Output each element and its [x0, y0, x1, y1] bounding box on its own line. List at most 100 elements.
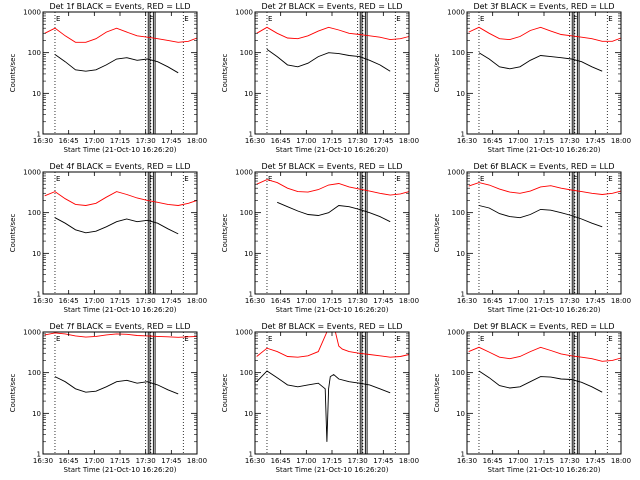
series-red-line — [44, 27, 198, 43]
y-tick-label: 1 — [37, 451, 41, 459]
x-tick-label: 17:45 — [373, 137, 393, 145]
series-red-line — [468, 26, 622, 42]
y-tick-label: 1 — [461, 451, 465, 459]
plot-frame — [254, 331, 410, 455]
x-tick-label: 17:15 — [110, 457, 130, 465]
x-tick-label: 17:30 — [560, 457, 580, 465]
plot-frame — [466, 171, 622, 295]
chart-title: Det 3f BLACK = Events, RED = LLD — [473, 2, 614, 11]
chart-title: Det 2f BLACK = Events, RED = LLD — [261, 2, 402, 11]
x-tick-label: 18:00 — [187, 297, 207, 305]
y-axis-label: Counts/sec — [221, 214, 229, 253]
x-tick-label: 18:00 — [399, 457, 419, 465]
x-tick-label: 17:00 — [84, 137, 104, 145]
series-black-line — [478, 205, 603, 228]
x-tick-label: 17:30 — [560, 297, 580, 305]
x-tick-label: 17:45 — [161, 137, 181, 145]
x-axis-label: Start Time (21-Oct-10 16:26:20) — [488, 146, 601, 154]
y-axis-label: Counts/sec — [9, 214, 17, 253]
y-tick-label: 1000 — [23, 9, 41, 17]
x-tick-label: 17:15 — [534, 297, 554, 305]
series-black-line — [478, 52, 603, 72]
flag-label: F — [573, 335, 577, 343]
y-tick-label: 1 — [37, 291, 41, 299]
flag-label: E — [480, 175, 484, 183]
x-tick-label: 17:00 — [296, 297, 316, 305]
x-axis-label: Start Time (21-Oct-10 16:26:20) — [276, 466, 389, 474]
x-tick-label: 16:30 — [245, 297, 265, 305]
y-tick-label: 100 — [452, 49, 465, 57]
x-tick-label: 18:00 — [187, 457, 207, 465]
y-tick-label: 10 — [32, 250, 41, 258]
x-tick-label: 17:15 — [322, 297, 342, 305]
x-tick-label: 17:30 — [348, 137, 368, 145]
y-tick-label: 10 — [456, 410, 465, 418]
x-axis-label: Start Time (21-Oct-10 16:26:20) — [276, 146, 389, 154]
y-tick-label: 100 — [240, 49, 253, 57]
y-tick-label: 100 — [452, 369, 465, 377]
flag-label: E — [184, 15, 188, 23]
y-axis-label: Counts/sec — [433, 374, 441, 413]
flag-label: F — [573, 175, 577, 183]
x-tick-label: 17:00 — [508, 137, 528, 145]
y-tick-label: 1 — [249, 131, 253, 139]
x-tick-label: 17:30 — [136, 297, 156, 305]
x-axis-label: Start Time (21-Oct-10 16:26:20) — [64, 466, 177, 474]
x-tick-label: 17:15 — [534, 457, 554, 465]
x-axis-label: Start Time (21-Oct-10 16:26:20) — [488, 466, 601, 474]
flag-label: E — [480, 335, 484, 343]
x-tick-label: 16:45 — [271, 297, 291, 305]
chart-title: Det 7f BLACK = Events, RED = LLD — [49, 322, 190, 331]
flag-label: F — [361, 335, 365, 343]
y-tick-label: 100 — [452, 209, 465, 217]
flag-label: E — [56, 335, 60, 343]
x-tick-label: 17:00 — [508, 457, 528, 465]
x-tick-label: 16:30 — [457, 297, 477, 305]
y-tick-label: 10 — [244, 250, 253, 258]
flag-label: F — [361, 175, 365, 183]
flag-label: E — [608, 15, 612, 23]
flag-label: E — [184, 175, 188, 183]
x-tick-label: 16:45 — [59, 297, 79, 305]
x-tick-label: 16:45 — [271, 457, 291, 465]
y-tick-label: 10 — [456, 250, 465, 258]
x-tick-label: 16:30 — [33, 297, 53, 305]
plot-frame — [42, 171, 198, 295]
chart-panel-8: Det 8f BLACK = Events, RED = LLD E F E 16:30… — [221, 322, 419, 474]
x-tick-label: 17:45 — [373, 297, 393, 305]
x-tick-label: 16:30 — [457, 457, 477, 465]
x-tick-label: 16:45 — [483, 457, 503, 465]
y-tick-label: 1000 — [447, 9, 465, 17]
series-red-line — [44, 332, 198, 338]
chart-panel-9: Det 9f BLACK = Events, RED = LLD E F E 16:30… — [433, 322, 631, 474]
flag-label: E — [56, 15, 60, 23]
series-black-line — [277, 201, 391, 223]
chart-title: Det 6f BLACK = Events, RED = LLD — [473, 162, 614, 171]
y-axis-label: Counts/sec — [221, 54, 229, 93]
y-axis-label: Counts/sec — [433, 214, 441, 253]
y-tick-label: 1 — [461, 131, 465, 139]
series-red-line — [44, 191, 198, 206]
flag-label: E — [268, 175, 272, 183]
chart-title: Det 5f BLACK = Events, RED = LLD — [261, 162, 402, 171]
x-tick-label: 16:30 — [33, 457, 53, 465]
series-red-line — [468, 346, 622, 362]
x-axis-label: Start Time (21-Oct-10 16:26:20) — [276, 306, 389, 314]
y-tick-label: 100 — [28, 49, 41, 57]
x-tick-label: 17:45 — [585, 297, 605, 305]
y-tick-label: 1 — [37, 131, 41, 139]
x-tick-label: 16:30 — [245, 137, 265, 145]
x-tick-label: 17:15 — [534, 137, 554, 145]
x-tick-label: 17:00 — [296, 137, 316, 145]
x-tick-label: 17:00 — [296, 457, 316, 465]
x-tick-label: 17:30 — [136, 457, 156, 465]
y-tick-label: 10 — [456, 90, 465, 98]
series-black-line — [256, 370, 391, 442]
flag-label: E — [268, 335, 272, 343]
x-tick-label: 16:30 — [33, 137, 53, 145]
y-tick-label: 100 — [240, 369, 253, 377]
flag-label: E — [396, 15, 400, 23]
series-red-line — [256, 331, 410, 358]
y-tick-label: 1 — [249, 291, 253, 299]
